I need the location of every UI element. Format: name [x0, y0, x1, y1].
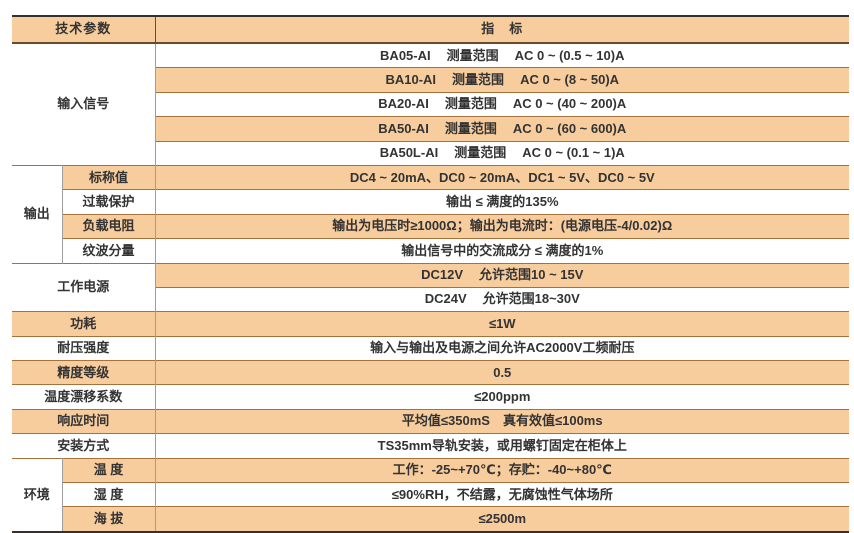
model-name: BA10-AI	[385, 71, 437, 87]
input-signal-row-ba10: BA10-AI 测量范围 AC 0 ~ (8 ~ 50)A	[155, 67, 850, 93]
accuracy-class-value: 0.5	[155, 360, 850, 385]
section-output-label: 输出	[12, 164, 63, 264]
table-row: 纹波分量 输出信号中的交流成分 ≤ 满度的1%	[12, 238, 850, 264]
table-row: 海 拔 ≤2500m	[12, 506, 850, 532]
power-source: DC24V	[424, 291, 467, 307]
table-row: 工作电源 DC12V 允许范围10 ~ 15V	[12, 262, 850, 312]
table-row: 过载保护 输出 ≤ 满度的135%	[12, 189, 850, 215]
range-value: AC 0 ~ (0.1 ~ 1)A	[522, 145, 625, 161]
header-param-cell: 技术参数	[12, 16, 156, 44]
input-signal-row-ba05: BA05-AI 测量范围 AC 0 ~ (0.5 ~ 10)A	[155, 42, 850, 68]
power-supply-dc12v: DC12V 允许范围10 ~ 15V	[155, 262, 850, 288]
table-row: 精度等级 0.5	[12, 360, 850, 385]
env-humidity-label: 湿 度	[62, 482, 156, 507]
input-signal-row-ba50: BA50-AI 测量范围 AC 0 ~ (60 ~ 600)A	[155, 116, 850, 142]
power-consumption-label: 功耗	[12, 311, 156, 337]
output-overload-label: 过载保护	[62, 189, 156, 215]
table-row: 响应时间 平均值≤350mS 真有效值≤100ms	[12, 408, 850, 434]
model-name: BA50-AI	[378, 120, 429, 136]
range-value: AC 0 ~ (60 ~ 600)A	[512, 120, 627, 136]
input-signal-row-ba20: BA20-AI 测量范围 AC 0 ~ (40 ~ 200)A	[155, 91, 850, 117]
table-row: 输出 标称值 DC4 ~ 20mA、DC0 ~ 20mA、DC1 ~ 5V、DC…	[12, 164, 850, 264]
env-temperature-value: 工作：-25~+70℃；存贮：-40~+80℃	[155, 457, 850, 483]
env-altitude-label: 海 拔	[62, 506, 156, 532]
model-name: BA20-AI	[378, 96, 429, 112]
range-value: AC 0 ~ (40 ~ 200)A	[512, 96, 627, 112]
output-overload-value: 输出 ≤ 满度的135%	[155, 189, 850, 215]
output-nominal-value: DC4 ~ 20mA、DC0 ~ 20mA、DC1 ~ 5V、DC0 ~ 5V	[155, 164, 850, 190]
range-label: 测量范围	[446, 47, 499, 63]
header-indicator-cell: 指 标	[155, 16, 850, 44]
table-row: 功耗 ≤1W	[12, 311, 850, 337]
output-ripple-value: 输出信号中的交流成分 ≤ 满度的1%	[155, 238, 850, 264]
range-label: 测量范围	[444, 96, 497, 112]
table-row: DC24V 允许范围18~30V	[12, 286, 850, 312]
power-range: 允许范围18~30V	[482, 291, 580, 307]
output-load-resistance-label: 负载电阻	[62, 213, 156, 239]
range-label: 测量范围	[452, 71, 505, 87]
spec-table: 技术参数 指 标 输入信号 BA05-AI 测量范围 AC 0 ~ (0.5 ~ 1…	[12, 15, 850, 533]
table-row: BA10-AI 测量范围 AC 0 ~ (8 ~ 50)A	[12, 67, 850, 93]
range-label: 测量范围	[454, 145, 507, 161]
table-row: 输入信号 BA05-AI 测量范围 AC 0 ~ (0.5 ~ 10)A	[12, 42, 850, 166]
withstand-voltage-value: 输入与输出及电源之间允许AC2000V工频耐压	[155, 335, 850, 361]
temp-drift-label: 温度漂移系数	[12, 384, 156, 410]
power-supply-dc24v: DC24V 允许范围18~30V	[155, 286, 850, 312]
header-row: 技术参数 指 标	[12, 16, 850, 44]
range-value: AC 0 ~ (8 ~ 50)A	[520, 71, 620, 87]
output-ripple-label: 纹波分量	[62, 238, 156, 264]
env-altitude-value: ≤2500m	[155, 506, 850, 532]
output-load-resistance-value: 输出为电压时≥1000Ω；输出为电流时：(电源电压-4/0.02)Ω	[155, 213, 850, 239]
table-row: 温度漂移系数 ≤200ppm	[12, 384, 850, 410]
output-nominal-label: 标称值	[62, 164, 156, 190]
response-time-label: 响应时间	[12, 408, 156, 434]
model-name: BA05-AI	[380, 47, 431, 63]
mounting-label: 安装方式	[12, 433, 156, 459]
accuracy-class-label: 精度等级	[12, 360, 156, 385]
mounting-value: TS35mm导轨安装，或用螺钉固定在柜体上	[155, 433, 850, 459]
withstand-voltage-label: 耐压强度	[12, 335, 156, 361]
env-humidity-value: ≤90%RH，不结露，无腐蚀性气体场所	[155, 482, 850, 507]
table-row: BA20-AI 测量范围 AC 0 ~ (40 ~ 200)A	[12, 91, 850, 117]
power-consumption-value: ≤1W	[155, 311, 850, 337]
power-range: 允许范围10 ~ 15V	[479, 267, 584, 283]
input-signal-row-ba50l: BA50L-AI 测量范围 AC 0 ~ (0.1 ~ 1)A	[155, 140, 850, 166]
section-power-supply-label: 工作电源	[12, 262, 156, 312]
model-name: BA50L-AI	[379, 145, 439, 161]
table-row: 负载电阻 输出为电压时≥1000Ω；输出为电流时：(电源电压-4/0.02)Ω	[12, 213, 850, 239]
section-input-signal-label: 输入信号	[12, 42, 156, 166]
table-row: 湿 度 ≤90%RH，不结露，无腐蚀性气体场所	[12, 482, 850, 507]
section-environment-label: 环境	[12, 457, 63, 532]
response-time-value: 平均值≤350mS 真有效值≤100ms	[155, 408, 850, 434]
range-value: AC 0 ~ (0.5 ~ 10)A	[514, 47, 625, 63]
table-row: BA50-AI 测量范围 AC 0 ~ (60 ~ 600)A	[12, 116, 850, 142]
env-temperature-label: 温 度	[62, 457, 156, 483]
temp-drift-value: ≤200ppm	[155, 384, 850, 410]
range-label: 测量范围	[444, 120, 497, 136]
table-row: 安装方式 TS35mm导轨安装，或用螺钉固定在柜体上	[12, 433, 850, 459]
table-row: 耐压强度 输入与输出及电源之间允许AC2000V工频耐压	[12, 335, 850, 361]
table-row: 环境 温 度 工作：-25~+70℃；存贮：-40~+80℃	[12, 457, 850, 532]
power-source: DC12V	[421, 267, 464, 283]
table-row: BA50L-AI 测量范围 AC 0 ~ (0.1 ~ 1)A	[12, 140, 850, 166]
